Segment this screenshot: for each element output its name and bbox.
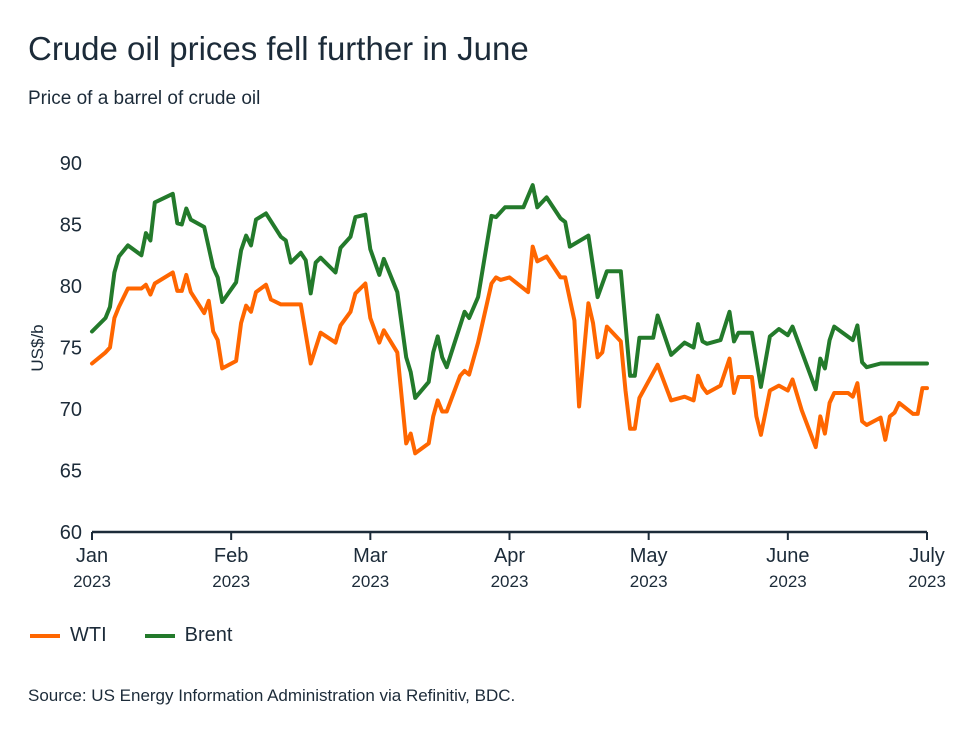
legend-item-brent: Brent [144, 624, 233, 647]
chart-title: Crude oil prices fell further in June [28, 30, 529, 67]
brent-swatch [144, 633, 175, 638]
wti-series-line [90, 244, 929, 456]
x-tick-month: Mar [353, 545, 388, 567]
x-tick-year: 2023 [491, 572, 529, 591]
legend-label-wti: WTI [70, 624, 107, 646]
x-tick-month: July [909, 545, 945, 567]
x-tick-year: 2023 [908, 572, 946, 591]
x-tick-month: Feb [214, 545, 248, 567]
y-tick-label: 75 [60, 338, 82, 360]
x-tick-year: 2023 [351, 572, 389, 591]
y-tick-label: 80 [60, 276, 82, 298]
x-tick-year: 2023 [73, 572, 111, 591]
wti-swatch [30, 633, 60, 638]
x-tick-month: Jan [76, 545, 108, 567]
y-tick-label: 90 [60, 153, 82, 175]
x-tick-year: 2023 [769, 572, 807, 591]
source-note: Source: US Energy Information Administra… [28, 686, 516, 705]
legend-label-brent: Brent [184, 624, 233, 646]
y-tick-label: 60 [60, 522, 82, 544]
x-tick-month: May [630, 545, 668, 567]
x-tick-month: Apr [494, 545, 525, 567]
legend: WTI Brent [30, 624, 232, 647]
chart-subtitle: Price of a barrel of crude oil [28, 88, 261, 109]
legend-item-wti: WTI [30, 624, 107, 647]
y-axis-label: US$/b [28, 324, 47, 371]
x-tick-year: 2023 [630, 572, 668, 591]
y-tick-label: 85 [60, 215, 82, 237]
y-tick-label: 65 [60, 461, 82, 483]
y-tick-label: 70 [60, 399, 82, 421]
x-tick-month: June [766, 545, 809, 567]
brent-series-line [90, 183, 929, 400]
x-tick-year: 2023 [212, 572, 250, 591]
